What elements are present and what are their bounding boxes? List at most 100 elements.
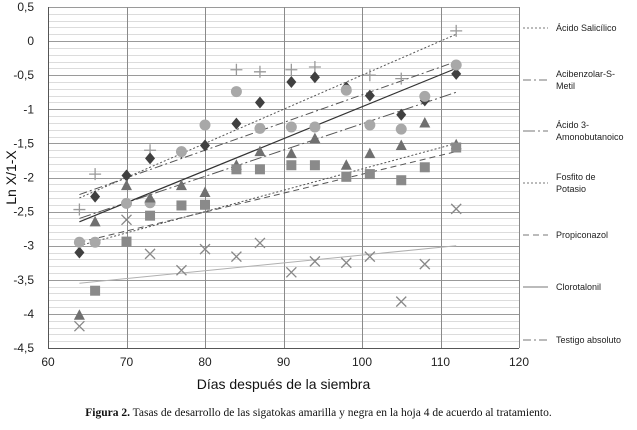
data-point [121, 197, 132, 209]
data-point [89, 215, 101, 227]
data-point [121, 169, 132, 182]
legend-label: Potasio [556, 184, 586, 194]
data-point [285, 63, 298, 76]
trend-line [79, 91, 457, 219]
data-point [364, 147, 376, 159]
data-point [341, 171, 352, 182]
legend-label: Amonobutanoico [556, 132, 624, 142]
y-tick-label: -3 [23, 239, 34, 253]
legend-label: Ácido Salicílico [556, 23, 617, 33]
y-axis-label: Ln X/1-X [3, 150, 19, 205]
data-point [200, 139, 210, 152]
data-point [231, 164, 242, 175]
x-tick-label: 60 [41, 355, 55, 369]
data-point [199, 186, 211, 198]
legend-label: Clorotalonil [556, 282, 601, 292]
data-point [254, 237, 266, 249]
data-point [230, 251, 242, 263]
trend-line [79, 67, 457, 223]
data-point [254, 122, 266, 134]
data-point [364, 251, 376, 263]
y-tick-label: -1 [23, 102, 34, 116]
data-point [396, 108, 407, 121]
data-point [309, 132, 321, 144]
trend-line [79, 245, 457, 284]
trend-line [79, 61, 457, 196]
data-point [395, 72, 408, 85]
y-tick-label: -1,5 [13, 136, 34, 150]
data-point [309, 160, 320, 171]
data-point [451, 142, 462, 153]
data-point [285, 121, 297, 133]
data-point [73, 236, 85, 248]
y-tick-label: -4 [23, 307, 34, 321]
x-tick-label: 80 [198, 355, 212, 369]
data-point [364, 119, 376, 131]
data-point [144, 191, 156, 203]
data-point [419, 258, 431, 270]
y-tick-label: 0 [27, 34, 34, 48]
chart: 60 70 80 90 100 110 120 0,5 0 -0,5 -1 -1,5 -2 -2,5 -3 -… [3, 0, 624, 392]
data-point [450, 203, 462, 215]
data-point [395, 139, 407, 150]
data-point [145, 210, 156, 221]
figure-caption: Figura 2. Tasas de desarrollo de las sig… [0, 407, 637, 419]
data-point [145, 152, 156, 165]
data-point [176, 200, 187, 211]
x-tick-label: 100 [352, 355, 372, 369]
data-point [73, 320, 85, 332]
x-tick-label: 90 [277, 355, 291, 369]
data-point [340, 84, 352, 96]
data-point [309, 121, 321, 133]
data-point [451, 67, 462, 80]
data-point [254, 96, 265, 109]
data-point [309, 255, 321, 267]
trend-line [79, 33, 457, 199]
axes: 60 70 80 90 100 110 120 0,5 0 -0,5 -1 -1,5 -2 -2,5 -3 -… [13, 0, 529, 369]
y-tick-label: 0,5 [17, 0, 34, 14]
y-tick-label: -4,5 [13, 341, 34, 355]
legend-label: Propiconazol [556, 230, 608, 240]
y-tick-label: -2 [23, 171, 34, 185]
data-point [395, 296, 407, 308]
x-axis-label: Días después de la siembra [197, 376, 371, 392]
trend-line [79, 151, 457, 243]
data-point [340, 257, 352, 269]
y-tick-label: -3,5 [13, 273, 34, 287]
data-point [419, 90, 431, 102]
data-point [231, 117, 242, 130]
legend-label: Fosfito de [556, 172, 596, 182]
data-point [89, 168, 102, 181]
data-point [253, 65, 266, 78]
data-point [73, 309, 85, 320]
data-point [230, 63, 243, 76]
data-point [175, 146, 187, 158]
data-point [90, 285, 101, 296]
x-tick-label: 120 [509, 355, 529, 369]
data-point [90, 190, 101, 203]
legend-label: Metil [556, 81, 575, 91]
trend-lines [79, 33, 457, 284]
legend-label: Testigo absoluto [556, 335, 621, 345]
data-point [308, 61, 321, 74]
caption-label: Figura 2. [85, 407, 130, 419]
data-point [419, 162, 430, 173]
data-point [364, 89, 375, 102]
data-point [395, 123, 407, 135]
data-point [285, 266, 297, 278]
legend-label: Ácido 3- [556, 120, 589, 130]
data-point [199, 243, 211, 255]
data-point [175, 179, 187, 191]
data-point [175, 264, 187, 276]
data-point [121, 179, 132, 191]
data-point [89, 236, 101, 248]
data-point [396, 175, 407, 186]
legend-label: Acibenzolar-S- [556, 69, 615, 79]
data-point [199, 119, 211, 131]
data-point [340, 159, 352, 170]
data-point [73, 203, 86, 216]
data-point [121, 236, 132, 247]
data-point [230, 86, 242, 98]
data-point [74, 246, 85, 259]
data-point [254, 145, 266, 157]
